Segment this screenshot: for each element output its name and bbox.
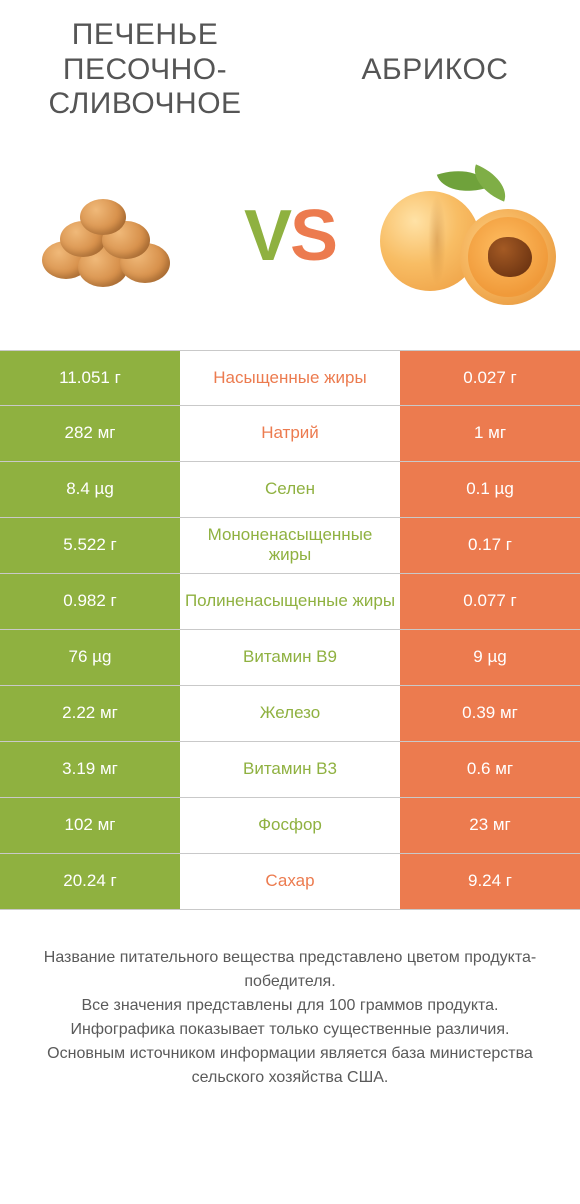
right-value: 9 µg: [400, 630, 580, 685]
right-value: 0.027 г: [400, 351, 580, 405]
left-value: 282 мг: [0, 406, 180, 461]
vs-badge: VS: [230, 200, 350, 272]
table-row: 3.19 мгВитамин B30.6 мг: [0, 742, 580, 798]
right-value: 0.1 µg: [400, 462, 580, 517]
nutrient-label: Насыщенные жиры: [180, 351, 400, 405]
left-value: 5.522 г: [0, 518, 180, 573]
table-row: 20.24 гСахар9.24 г: [0, 854, 580, 910]
nutrient-label: Витамин B3: [180, 742, 400, 797]
footer-notes: Название питательного вещества представл…: [0, 946, 580, 1110]
table-row: 76 µgВитамин B99 µg: [0, 630, 580, 686]
nutrient-label: Селен: [180, 462, 400, 517]
left-value: 0.982 г: [0, 574, 180, 629]
table-row: 11.051 гНасыщенные жиры0.027 г: [0, 350, 580, 406]
table-row: 5.522 гМононенасыщенные жиры0.17 г: [0, 518, 580, 574]
table-row: 0.982 гПолиненасыщенные жиры0.077 г: [0, 574, 580, 630]
left-value: 8.4 µg: [0, 462, 180, 517]
nutrient-label: Полиненасыщенные жиры: [180, 574, 400, 629]
footer-line: Инфографика показывает только существенн…: [28, 1018, 552, 1042]
left-value: 2.22 мг: [0, 686, 180, 741]
cookies-icon: [30, 181, 200, 291]
left-value: 20.24 г: [0, 854, 180, 909]
left-value: 76 µg: [0, 630, 180, 685]
right-value: 0.6 мг: [400, 742, 580, 797]
footer-line: Все значения представлены для 100 граммо…: [28, 994, 552, 1018]
right-product-title: АБРИКОС: [290, 18, 580, 122]
nutrient-label: Мононенасыщенные жиры: [180, 518, 400, 573]
left-value: 102 мг: [0, 798, 180, 853]
left-value: 3.19 мг: [0, 742, 180, 797]
nutrient-label: Натрий: [180, 406, 400, 461]
vs-letter-s: S: [290, 200, 336, 272]
right-value: 0.17 г: [400, 518, 580, 573]
right-value: 0.39 мг: [400, 686, 580, 741]
right-value: 23 мг: [400, 798, 580, 853]
nutrient-label: Фосфор: [180, 798, 400, 853]
left-value: 11.051 г: [0, 351, 180, 405]
footer-line: Название питательного вещества представл…: [28, 946, 552, 994]
right-value: 9.24 г: [400, 854, 580, 909]
title-row: ПЕЧЕНЬЕ ПЕСОЧНО-СЛИВОЧНОЕ АБРИКОС: [0, 0, 580, 128]
nutrient-label: Сахар: [180, 854, 400, 909]
nutrition-table: 11.051 гНасыщенные жиры0.027 г282 мгНатр…: [0, 350, 580, 910]
footer-line: Основным источником информации является …: [28, 1042, 552, 1090]
left-product-image: [0, 136, 230, 336]
right-product-image: [350, 136, 580, 336]
table-row: 8.4 µgСелен0.1 µg: [0, 462, 580, 518]
apricot-icon: [370, 161, 560, 311]
vs-letter-v: V: [244, 200, 290, 272]
table-row: 2.22 мгЖелезо0.39 мг: [0, 686, 580, 742]
right-value: 0.077 г: [400, 574, 580, 629]
right-value: 1 мг: [400, 406, 580, 461]
table-row: 102 мгФосфор23 мг: [0, 798, 580, 854]
left-product-title: ПЕЧЕНЬЕ ПЕСОЧНО-СЛИВОЧНОЕ: [0, 18, 290, 122]
table-row: 282 мгНатрий1 мг: [0, 406, 580, 462]
nutrient-label: Витамин B9: [180, 630, 400, 685]
nutrient-label: Железо: [180, 686, 400, 741]
hero-row: VS: [0, 136, 580, 336]
comparison-infographic: ПЕЧЕНЬЕ ПЕСОЧНО-СЛИВОЧНОЕ АБРИКОС VS: [0, 0, 580, 1204]
